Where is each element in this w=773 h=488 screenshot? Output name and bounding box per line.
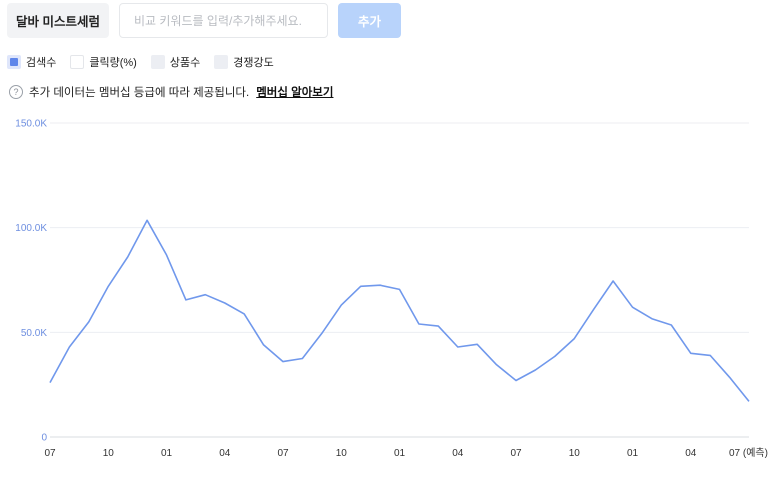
legend-label: 검색수 <box>26 57 57 69</box>
x-tick-label: 01 <box>394 448 406 459</box>
series-line <box>49 219 750 402</box>
x-tick-label: 04 <box>219 448 231 459</box>
membership-notice: ? 추가 데이터는 멤버십 등급에 따라 제공됩니다. 멤버십 알아보기 <box>9 84 333 100</box>
search-volume-chart: 150.0K 100.0K 50.0K 0 07 10 01 04 07 10 01 04 07 10 0… <box>15 119 768 460</box>
checkbox-checked-icon[interactable] <box>7 55 21 69</box>
chart-legend: 검색수 클릭량(%) 상품수 경쟁강도 <box>7 54 288 70</box>
x-tick-label: 07 <box>277 448 289 459</box>
x-tick-label: 07 (예측) <box>729 447 768 459</box>
help-circle-icon: ? <box>9 85 23 99</box>
add-keyword-button[interactable]: 추가 <box>338 3 401 38</box>
x-tick-label: 07 <box>44 448 56 459</box>
legend-item-competition[interactable]: 경쟁강도 <box>214 54 274 70</box>
y-tick-label: 150.0K <box>15 119 47 130</box>
compare-keyword-input[interactable] <box>119 3 328 38</box>
checkbox-unchecked-icon[interactable] <box>70 55 85 69</box>
legend-item-click-rate[interactable]: 클릭량(%) <box>70 54 137 70</box>
x-tick-label: 10 <box>336 448 348 459</box>
legend-label: 경쟁강도 <box>233 57 274 69</box>
legend-label: 상품수 <box>169 57 201 69</box>
keyword-chip[interactable]: 달바 미스트세럼 <box>7 3 109 38</box>
checkbox-disabled-icon[interactable] <box>150 55 165 69</box>
x-tick-label: 10 <box>569 448 581 459</box>
y-tick-label: 0 <box>41 433 47 444</box>
x-tick-label: 01 <box>627 448 639 459</box>
x-tick-label: 01 <box>161 448 173 459</box>
checkbox-disabled-icon[interactable] <box>214 55 229 69</box>
x-tick-label: 04 <box>452 448 464 459</box>
legend-item-search-volume[interactable]: 검색수 <box>7 54 56 70</box>
x-tick-label: 04 <box>685 448 697 459</box>
notice-text: 추가 데이터는 멤버십 등급에 따라 제공됩니다. <box>29 87 250 99</box>
membership-link[interactable]: 멤버십 알아보기 <box>256 87 334 99</box>
y-tick-label: 100.0K <box>15 223 47 234</box>
x-tick-label: 07 <box>510 448 522 459</box>
y-tick-label: 50.0K <box>21 328 47 339</box>
x-tick-label: 10 <box>103 448 115 459</box>
legend-item-product-count[interactable]: 상품수 <box>150 54 201 70</box>
legend-label: 클릭량(%) <box>89 57 137 69</box>
keyword-toolbar: 달바 미스트세럼 추가 <box>7 3 401 38</box>
